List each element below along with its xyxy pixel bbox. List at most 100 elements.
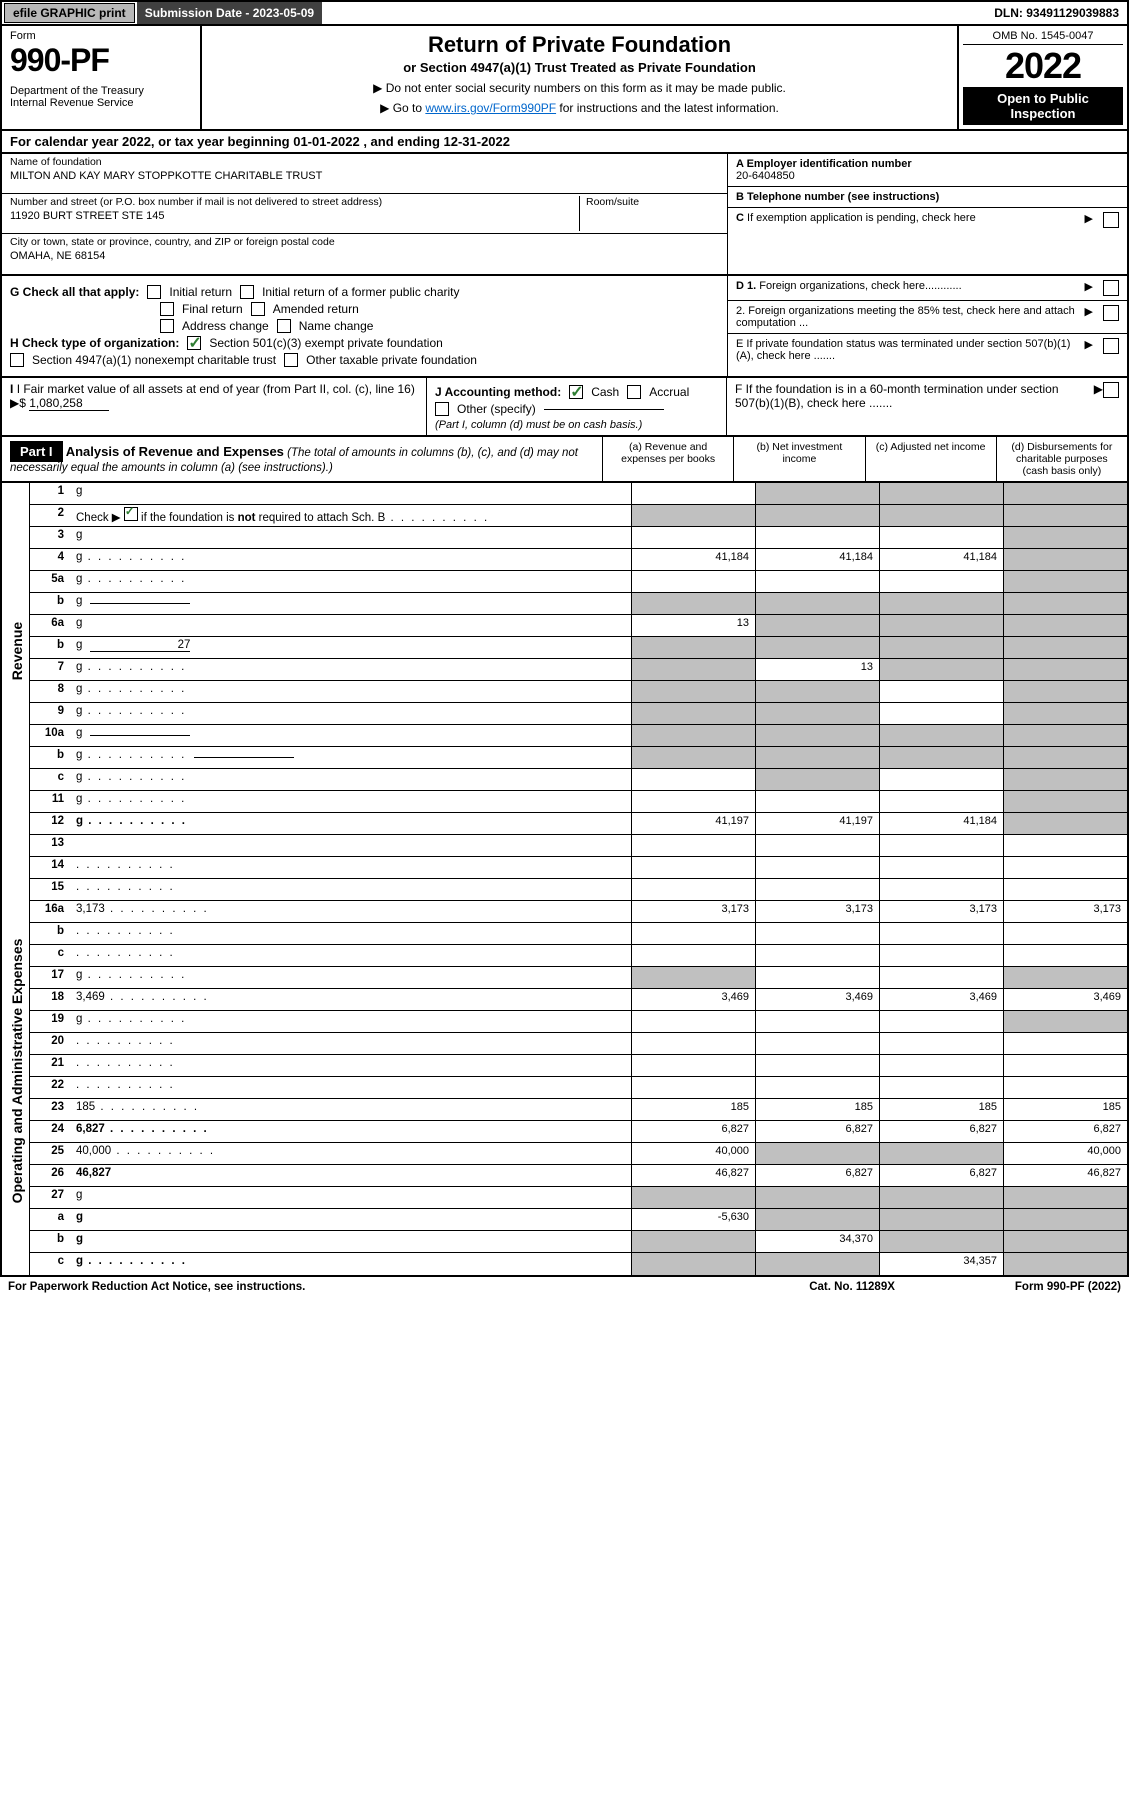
row-number: 6a bbox=[30, 615, 70, 636]
other-taxable-checkbox[interactable] bbox=[284, 353, 298, 367]
ijf-section: I I Fair market value of all assets at e… bbox=[0, 378, 1129, 437]
cell-c bbox=[879, 725, 1003, 746]
col-d-header: (d) Disbursements for charitable purpose… bbox=[996, 437, 1127, 481]
cell-b: 34,370 bbox=[755, 1231, 879, 1252]
address-change-checkbox[interactable] bbox=[160, 319, 174, 333]
501c3-checkbox[interactable] bbox=[187, 336, 201, 350]
row-number: 20 bbox=[30, 1033, 70, 1054]
table-row: c bbox=[30, 945, 1127, 967]
final-return-checkbox[interactable] bbox=[160, 302, 174, 316]
row-number: b bbox=[30, 747, 70, 768]
j-label: J Accounting method: bbox=[435, 385, 561, 399]
cell-a bbox=[631, 791, 755, 812]
form-title: Return of Private Foundation bbox=[214, 32, 945, 58]
cell-c bbox=[879, 615, 1003, 636]
cell-c: 41,184 bbox=[879, 549, 1003, 570]
cell-c: 34,357 bbox=[879, 1253, 1003, 1275]
cell-d bbox=[1003, 725, 1127, 746]
address-label: Number and street (or P.O. box number if… bbox=[10, 196, 579, 208]
cell-b bbox=[755, 593, 879, 614]
table-row: 19g bbox=[30, 1011, 1127, 1033]
form-subtitle: or Section 4947(a)(1) Trust Treated as P… bbox=[214, 60, 945, 75]
expenses-side-label: Operating and Administrative Expenses bbox=[9, 921, 25, 1221]
row-description: g bbox=[70, 725, 631, 746]
cell-a bbox=[631, 967, 755, 988]
cell-d bbox=[1003, 527, 1127, 548]
cell-a bbox=[631, 1253, 755, 1275]
efile-print-button[interactable]: efile GRAPHIC print bbox=[4, 3, 135, 23]
cell-a bbox=[631, 769, 755, 790]
row-number: b bbox=[30, 923, 70, 944]
arrow-icon: ▶ bbox=[1085, 212, 1093, 225]
row-number: b bbox=[30, 637, 70, 658]
table-row: bg bbox=[30, 593, 1127, 615]
cell-d bbox=[1003, 835, 1127, 856]
table-row: 246,8276,8276,8276,8276,827 bbox=[30, 1121, 1127, 1143]
cell-b bbox=[755, 791, 879, 812]
foreign-checkbox[interactable] bbox=[1103, 280, 1119, 296]
cell-a bbox=[631, 879, 755, 900]
checks-section: G Check all that apply: Initial return I… bbox=[0, 276, 1129, 378]
row-number: 9 bbox=[30, 703, 70, 724]
year-block: OMB No. 1545-0047 2022 Open to Public In… bbox=[957, 26, 1127, 129]
form-number-block: Form 990-PF Department of the TreasuryIn… bbox=[2, 26, 202, 129]
cell-d bbox=[1003, 857, 1127, 878]
final-return-label: Final return bbox=[182, 302, 243, 316]
60month-checkbox[interactable] bbox=[1103, 382, 1119, 398]
terminated-checkbox[interactable] bbox=[1103, 338, 1119, 354]
amended-return-checkbox[interactable] bbox=[251, 302, 265, 316]
table-row: 21 bbox=[30, 1055, 1127, 1077]
cell-c: 185 bbox=[879, 1099, 1003, 1120]
cell-c bbox=[879, 747, 1003, 768]
arrow-icon: ▶ bbox=[1085, 305, 1093, 318]
cell-a: 40,000 bbox=[631, 1143, 755, 1164]
side-labels: Revenue Operating and Administrative Exp… bbox=[2, 483, 30, 1275]
cell-b bbox=[755, 857, 879, 878]
row-description bbox=[70, 1077, 631, 1098]
cell-b bbox=[755, 1187, 879, 1208]
cell-c bbox=[879, 505, 1003, 526]
cell-d bbox=[1003, 593, 1127, 614]
cell-d: 3,173 bbox=[1003, 901, 1127, 922]
cell-d: 40,000 bbox=[1003, 1143, 1127, 1164]
j-note: (Part I, column (d) must be on cash basi… bbox=[435, 419, 718, 431]
cell-a bbox=[631, 1055, 755, 1076]
row-number: c bbox=[30, 769, 70, 790]
4947-checkbox[interactable] bbox=[10, 353, 24, 367]
form-number: 990-PF bbox=[10, 42, 192, 79]
calendar-year-line: For calendar year 2022, or tax year begi… bbox=[0, 131, 1129, 154]
part1-header-row: Part I Analysis of Revenue and Expenses … bbox=[0, 437, 1129, 483]
cell-b bbox=[755, 1209, 879, 1230]
table-row: 15 bbox=[30, 879, 1127, 901]
row-number: c bbox=[30, 945, 70, 966]
cell-b bbox=[755, 945, 879, 966]
row-description: g bbox=[70, 967, 631, 988]
cell-b: 41,197 bbox=[755, 813, 879, 834]
row-number: 14 bbox=[30, 857, 70, 878]
cell-b bbox=[755, 1253, 879, 1275]
row-number: 21 bbox=[30, 1055, 70, 1076]
initial-former-checkbox[interactable] bbox=[240, 285, 254, 299]
cell-c bbox=[879, 637, 1003, 658]
cash-checkbox[interactable] bbox=[569, 385, 583, 399]
row-number: 26 bbox=[30, 1165, 70, 1186]
initial-return-checkbox[interactable] bbox=[147, 285, 161, 299]
501c3-label: Section 501(c)(3) exempt private foundat… bbox=[209, 336, 442, 350]
cell-a: -5,630 bbox=[631, 1209, 755, 1230]
cell-d bbox=[1003, 1077, 1127, 1098]
irs-link[interactable]: www.irs.gov/Form990PF bbox=[425, 101, 556, 115]
name-change-checkbox[interactable] bbox=[277, 319, 291, 333]
cell-d bbox=[1003, 813, 1127, 834]
other-method-checkbox[interactable] bbox=[435, 402, 449, 416]
fmv-label: I Fair market value of all assets at end… bbox=[17, 382, 415, 396]
cell-d: 46,827 bbox=[1003, 1165, 1127, 1186]
col-c-header: (c) Adjusted net income bbox=[865, 437, 996, 481]
row-number: 1 bbox=[30, 483, 70, 504]
accrual-checkbox[interactable] bbox=[627, 385, 641, 399]
cell-c: 6,827 bbox=[879, 1165, 1003, 1186]
cell-c bbox=[879, 769, 1003, 790]
cell-d: 185 bbox=[1003, 1099, 1127, 1120]
exemption-checkbox[interactable] bbox=[1103, 212, 1119, 228]
row-number: 13 bbox=[30, 835, 70, 856]
foreign85-checkbox[interactable] bbox=[1103, 305, 1119, 321]
